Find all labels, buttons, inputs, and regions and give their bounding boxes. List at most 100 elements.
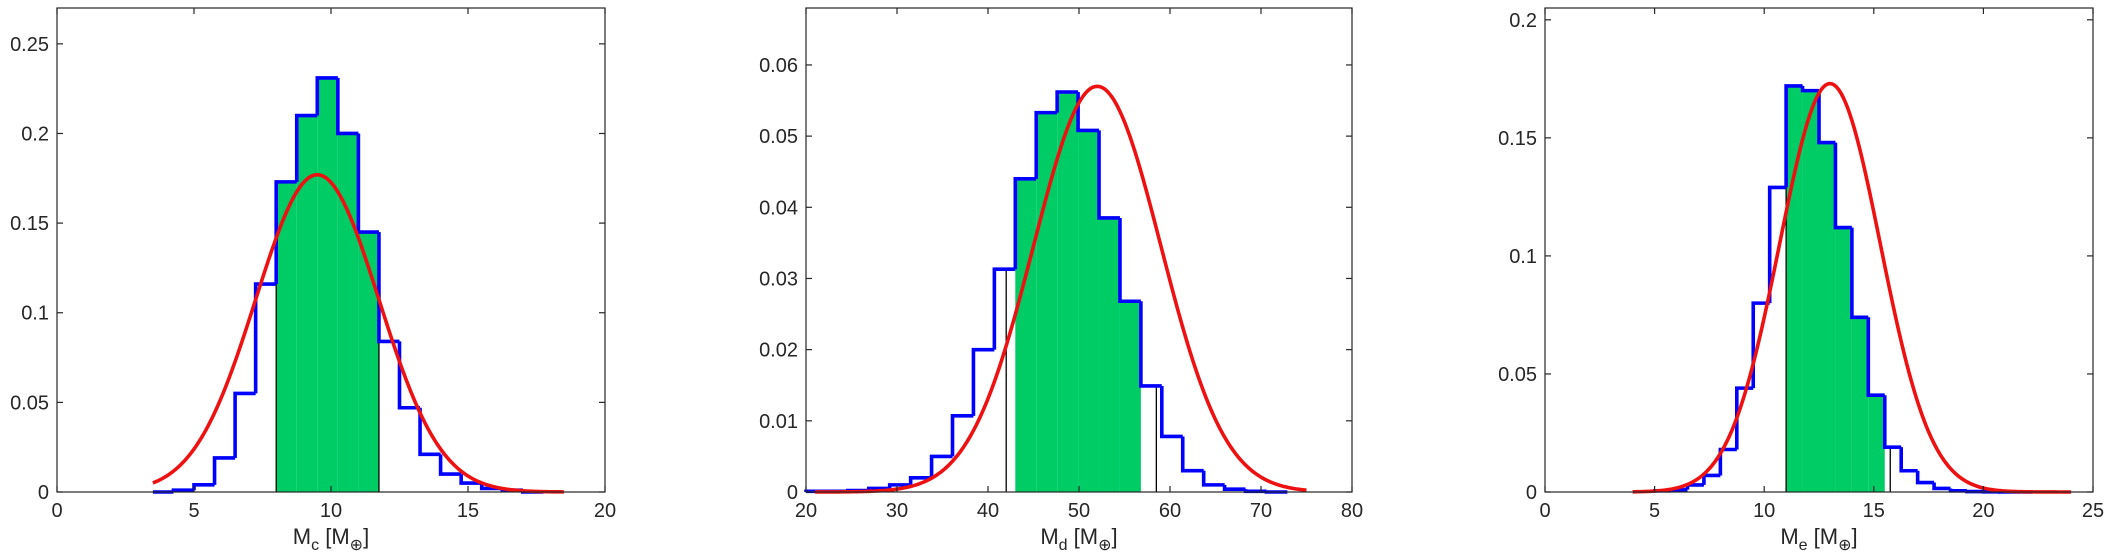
histogram-bar: [1800, 85, 1819, 93]
highlight-bar: [1036, 112, 1058, 493]
histogram-bar: [1055, 90, 1079, 113]
highlight-bar: [1802, 90, 1819, 492]
histogram-bar: [1948, 488, 1967, 493]
histogram-bar: [950, 414, 974, 457]
histogram-bar: [971, 347, 995, 416]
x-axis-label: Md [M⊕]: [1040, 524, 1117, 554]
x-tick-label: 80: [1341, 500, 1363, 522]
histogram-bar: [1767, 185, 1787, 304]
panel-me-histogram: 0 5 10 15 20 25 0 0.05 0.1 0.15 0.2 Me [M⊕]: [1498, 7, 2104, 554]
y-tick-label: 0: [787, 482, 798, 504]
highlight-bar: [1819, 142, 1836, 492]
highlight-bar: [1851, 317, 1869, 492]
histogram-bar: [1034, 110, 1058, 179]
histogram-bar: [1784, 84, 1803, 188]
y-tick-label: 0.04: [759, 197, 798, 219]
histogram-bar: [1702, 473, 1721, 485]
y-tick-label: 0.02: [759, 340, 798, 362]
y-tick-label: 0.05: [1498, 364, 1537, 386]
histogram-bar: [1160, 385, 1183, 439]
x-tick-label: 10: [320, 500, 342, 522]
xlabel-unit-sub: ⊕: [1098, 537, 1111, 554]
x-tick-label: 40: [977, 500, 999, 522]
histogram-bar: [929, 454, 953, 478]
y-tick-label: 0.1: [21, 303, 49, 325]
histogram-bar: [233, 391, 256, 458]
xlabel-unit-sub: ⊕: [1838, 537, 1851, 554]
histogram-bar: [1915, 470, 1935, 485]
histogram-bar: [1718, 447, 1737, 476]
histogram-bar: [1201, 470, 1225, 487]
x-tick-label: 5: [1649, 500, 1660, 522]
histogram-bar: [1139, 301, 1162, 388]
histogram-bar: [1685, 483, 1704, 490]
x-axis-label: Me [M⊕]: [1780, 524, 1857, 554]
histogram-bar: [908, 475, 932, 485]
histogram-bar: [1097, 130, 1120, 220]
y-tick-label: 0.01: [759, 411, 798, 433]
xlabel-sub: c: [311, 537, 319, 554]
highlight-bar: [1868, 395, 1885, 492]
x-tick-label: 10: [1753, 500, 1775, 522]
histogram-bar: [1118, 217, 1141, 304]
xlabel-sub: d: [1059, 537, 1068, 554]
xlabel-unit-close: ]: [363, 524, 369, 549]
y-tick-label: 0.2: [21, 123, 49, 145]
histogram-bar: [1899, 447, 1918, 473]
histogram-bar: [992, 267, 1016, 350]
histogram-bar: [192, 483, 215, 491]
histogram-bar: [1751, 301, 1770, 389]
xlabel-main: M: [1780, 524, 1798, 549]
fit-curve: [1632, 81, 2072, 494]
highlight-bar: [358, 232, 379, 492]
histogram-bar: [274, 180, 297, 285]
histogram-bar: [1222, 484, 1246, 491]
x-tick-label: 0: [1539, 500, 1550, 522]
highlight-bar: [317, 77, 338, 493]
x-tick-label: 0: [51, 500, 62, 522]
x-tick-label: 20: [594, 500, 616, 522]
xlabel-sub: e: [1799, 537, 1808, 554]
xlabel-unit-close: ]: [1112, 524, 1118, 549]
highlight-bar: [1078, 130, 1100, 492]
xlabel-unit-open: [M: [319, 524, 350, 549]
x-tick-label: 70: [1250, 500, 1272, 522]
panel-mc-histogram: 0 5 10 15 20 0 0.05 0.1 0.15 0.2 0.25 Mc [M⊕]: [10, 7, 616, 554]
fit-curve: [152, 172, 564, 494]
y-tick-label: 0.03: [759, 268, 798, 290]
x-tick-label: 20: [1972, 500, 1994, 522]
x-tick-label: 5: [188, 500, 199, 522]
histogram-bar: [887, 483, 911, 489]
histogram-bar: [1243, 489, 1267, 494]
histogram-bar: [1013, 177, 1037, 270]
histogram-bar: [253, 282, 277, 394]
histogram-bar: [294, 113, 318, 182]
highlight-bar: [1835, 227, 1852, 492]
histogram-bar: [212, 456, 236, 485]
x-tick-label: 60: [1159, 500, 1181, 522]
y-tick-label: 0.25: [10, 34, 49, 56]
y-tick-label: 0: [1526, 482, 1537, 504]
y-tick-label: 0: [38, 482, 49, 504]
y-tick-label: 0.15: [10, 213, 49, 235]
y-tick-label: 0.05: [10, 392, 49, 414]
histogram-bar: [356, 133, 379, 234]
histogram-bar: [1850, 227, 1869, 320]
histogram-bar: [336, 77, 359, 136]
highlight-bar: [1057, 91, 1079, 493]
histogram-bar: [1866, 317, 1885, 397]
highlight-bar: [1119, 301, 1141, 492]
y-tick-label: 0.05: [759, 126, 798, 148]
histogram-bar: [1817, 90, 1836, 145]
highlight-bar: [276, 181, 297, 493]
xlabel-unit-open: [M: [1068, 524, 1099, 549]
histogram-bar: [1932, 482, 1951, 491]
x-tick-label: 15: [1863, 500, 1885, 522]
histogram-bar: [1180, 436, 1204, 473]
xlabel-main: M: [293, 524, 311, 549]
x-axis-label: Mc [M⊕]: [293, 524, 369, 554]
histogram-bar: [1882, 395, 1902, 449]
histogram-bar: [377, 232, 400, 344]
xlabel-unit-close: ]: [1852, 524, 1858, 549]
